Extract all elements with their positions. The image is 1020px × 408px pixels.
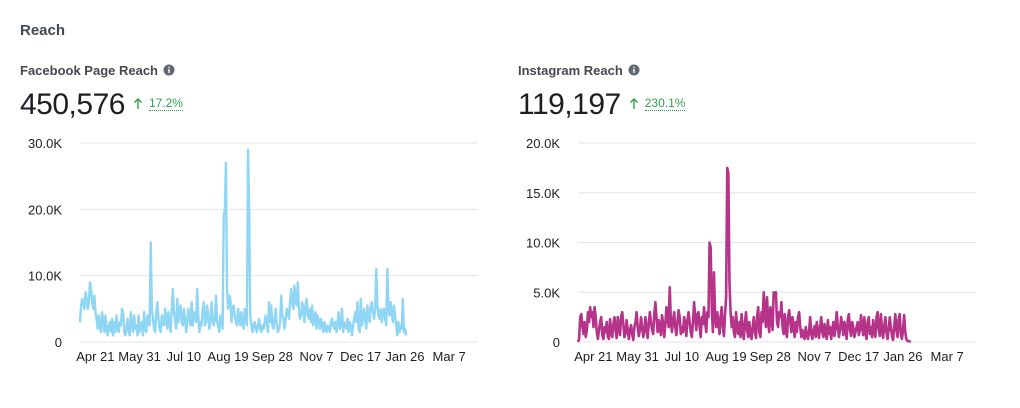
facebook-reach-total: 450,576 bbox=[20, 88, 125, 121]
x-tick-label: Mar 7 bbox=[931, 349, 964, 364]
y-tick-label: 0 bbox=[553, 335, 560, 350]
section-title: Reach bbox=[20, 22, 66, 39]
instagram-reach-title-text: Instagram Reach bbox=[518, 62, 623, 78]
series-line bbox=[78, 148, 408, 337]
facebook-reach-chart: 0 10.0K 20.0K 30.0K Apr 21 May 31 Jul 10 Aug 19… bbox=[28, 136, 478, 364]
x-tick-label: Jan 26 bbox=[883, 349, 922, 364]
x-tick-label: Aug 19 bbox=[705, 349, 746, 364]
facebook-reach-title-text: Facebook Page Reach bbox=[20, 62, 158, 78]
instagram-reach-change[interactable]: 230.1% bbox=[644, 96, 686, 111]
instagram-reach-trend: 230.1% bbox=[629, 97, 686, 111]
x-tick-label: Dec 17 bbox=[838, 349, 879, 364]
facebook-reach-trend: 17.2% bbox=[133, 97, 183, 111]
x-tick-label: Nov 7 bbox=[299, 349, 333, 364]
x-tick-label: Jan 26 bbox=[385, 349, 424, 364]
instagram-reach-chart: 0 5.0K 10.0K 15.0K 20.0K Apr 21 May 31 Jul 10 Au… bbox=[526, 136, 976, 364]
y-tick-label: 5.0K bbox=[533, 285, 560, 300]
facebook-reach-panel: Facebook Page Reach 450,576 17.2% 0 10.0K… bbox=[20, 60, 490, 390]
x-tick-label: Apr 21 bbox=[76, 349, 114, 364]
x-tick-label: Nov 7 bbox=[797, 349, 831, 364]
instagram-reach-title: Instagram Reach bbox=[518, 60, 988, 80]
x-tick-label: May 31 bbox=[616, 349, 659, 364]
y-tick-label: 30.0K bbox=[28, 136, 62, 151]
info-icon[interactable] bbox=[163, 64, 175, 76]
y-tick-label: 10.0K bbox=[526, 236, 560, 251]
x-tick-label: Dec 17 bbox=[340, 349, 381, 364]
x-tick-label: Jul 10 bbox=[664, 349, 699, 364]
y-tick-label: 20.0K bbox=[28, 202, 62, 217]
arrow-up-icon bbox=[133, 98, 142, 109]
y-tick-label: 10.0K bbox=[28, 269, 62, 284]
series-line bbox=[576, 166, 912, 344]
instagram-reach-panel: Instagram Reach 119,197 230.1% 0 5.0K 10.0… bbox=[518, 60, 988, 390]
facebook-reach-title: Facebook Page Reach bbox=[20, 60, 490, 80]
facebook-reach-change[interactable]: 17.2% bbox=[148, 96, 183, 111]
info-icon[interactable] bbox=[628, 64, 640, 76]
instagram-reach-total: 119,197 bbox=[518, 88, 621, 121]
arrow-up-icon bbox=[629, 98, 638, 109]
instagram-reach-summary: 119,197 230.1% bbox=[518, 88, 988, 128]
y-tick-label: 15.0K bbox=[526, 186, 560, 201]
x-tick-label: Sep 28 bbox=[750, 349, 791, 364]
y-tick-label: 0 bbox=[55, 335, 62, 350]
x-tick-label: Mar 7 bbox=[433, 349, 466, 364]
x-tick-label: May 31 bbox=[118, 349, 161, 364]
x-tick-label: Aug 19 bbox=[207, 349, 248, 364]
y-tick-label: 20.0K bbox=[526, 136, 560, 151]
x-tick-label: Apr 21 bbox=[574, 349, 612, 364]
x-tick-label: Sep 28 bbox=[252, 349, 293, 364]
facebook-reach-summary: 450,576 17.2% bbox=[20, 88, 490, 128]
x-tick-label: Jul 10 bbox=[166, 349, 201, 364]
